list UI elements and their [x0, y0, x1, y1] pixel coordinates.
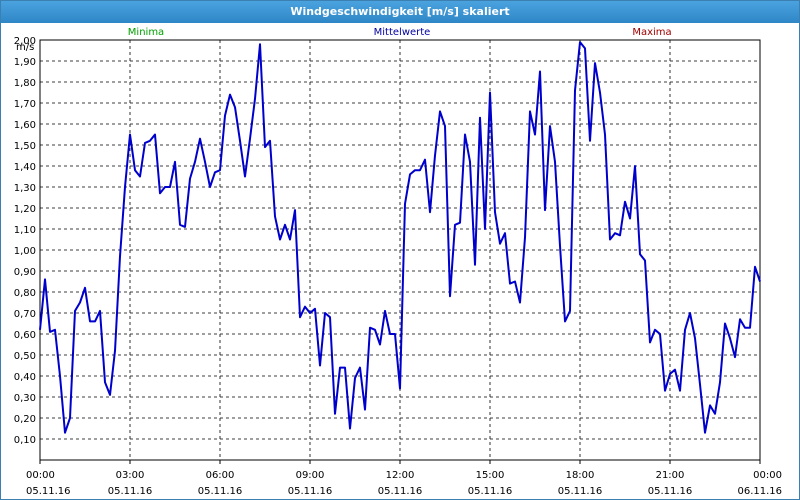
x-tick-time-label: 21:00 — [656, 470, 685, 481]
y-tick-label: 0,90 — [14, 267, 36, 278]
x-tick-date-label: 05.11.16 — [108, 486, 153, 497]
y-tick-label: 1,00 — [14, 246, 36, 257]
y-tick-label: 0,20 — [14, 414, 36, 425]
y-tick-label: 0,50 — [14, 351, 36, 362]
y-tick-label: 1,80 — [14, 78, 36, 89]
x-tick-time-label: 15:00 — [476, 470, 505, 481]
y-tick-label: 0,70 — [14, 309, 36, 320]
y-axis-unit: m/s — [16, 42, 34, 53]
y-tick-label: 1,90 — [14, 57, 36, 68]
y-tick-label: 1,20 — [14, 204, 36, 215]
y-tick-label: 0,40 — [14, 372, 36, 383]
x-tick-time-label: 06:00 — [206, 470, 235, 481]
legend-minima: Minima — [128, 27, 164, 38]
x-tick-time-label: 03:00 — [116, 470, 145, 481]
x-tick-time-label: 00:00 — [26, 470, 55, 481]
series-line-mittelwerte — [39, 41, 761, 434]
y-tick-label: 1,70 — [14, 99, 36, 110]
y-tick-label: 1,10 — [14, 225, 36, 236]
y-tick-label: 2,00 — [14, 36, 36, 47]
y-tick-label: 0,10 — [14, 435, 36, 446]
x-tick-date-label: 05.11.16 — [26, 486, 71, 497]
x-tick-date-label: 06.11.16 — [737, 486, 782, 497]
y-tick-label: 0,80 — [14, 288, 36, 299]
window-title: Windgeschwindigkeit [m/s] skaliert — [1, 1, 799, 23]
y-tick-label: 1,40 — [14, 162, 36, 173]
y-tick-label: 1,60 — [14, 120, 36, 131]
y-tick-label: 0,60 — [14, 330, 36, 341]
legend-maxima: Maxima — [632, 27, 671, 38]
x-tick-date-label: 05.11.16 — [378, 486, 423, 497]
y-tick-label: 1,50 — [14, 141, 36, 152]
x-tick-time-label: 18:00 — [566, 470, 595, 481]
x-tick-time-label: 12:00 — [386, 470, 415, 481]
y-tick-label: 0,30 — [14, 393, 36, 404]
x-tick-date-label: 05.11.16 — [648, 486, 693, 497]
x-tick-time-label: 00:00 — [753, 470, 782, 481]
y-tick-label: 1,30 — [14, 183, 36, 194]
legend-mittelwerte: Mittelwerte — [374, 27, 431, 38]
x-tick-date-label: 05.11.16 — [198, 486, 243, 497]
x-tick-date-label: 05.11.16 — [288, 486, 333, 497]
x-tick-time-label: 09:00 — [296, 470, 325, 481]
x-tick-date-label: 05.11.16 — [558, 486, 603, 497]
x-tick-date-label: 05.11.16 — [468, 486, 513, 497]
